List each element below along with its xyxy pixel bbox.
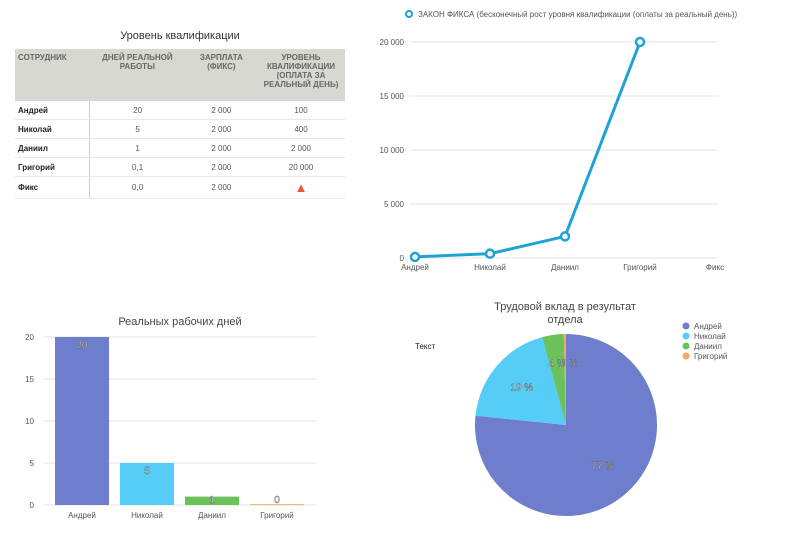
x-tick-label: Фикс — [706, 263, 724, 272]
table-cell: 1 — [89, 138, 186, 158]
table-cell: 2 000 — [257, 138, 345, 158]
table-cell: 2 000 — [185, 119, 257, 139]
table-cell: 2 000 — [185, 176, 257, 199]
legend-label: Григорий — [694, 352, 727, 361]
pie-title: Трудовой вклад в результат — [494, 301, 636, 313]
pie-value-label: 19 % — [510, 382, 533, 393]
header-salary: ЗАРПЛАТА (ФИКС) — [185, 49, 257, 101]
x-tick-label: Григорий — [623, 263, 656, 272]
pie-slice — [563, 334, 566, 425]
y-tick-label: 0 — [30, 501, 35, 510]
line-series — [414, 41, 642, 259]
table-cell: Даниил — [15, 138, 90, 158]
x-tick-label: Даниил — [551, 263, 579, 272]
table-cell: Григорий — [15, 157, 90, 177]
x-tick-label: Андрей — [401, 263, 429, 272]
table-cell: 400 — [257, 119, 345, 139]
table-cell: 2 000 — [185, 157, 257, 177]
data-point — [409, 251, 421, 263]
table-cell: 0,0 — [89, 176, 186, 199]
pie-value-label: 0 % — [561, 358, 578, 369]
table-cell: 20 000 — [257, 157, 345, 177]
table-cell: 20 — [89, 101, 186, 120]
pie-slice — [474, 334, 657, 516]
table-cell: 100 — [257, 101, 345, 120]
bar — [250, 504, 304, 505]
qualification-table: СОТРУДНИК ДНЕЙ РЕАЛЬНОЙ РАБОТЫ ЗАРПЛАТА … — [15, 49, 345, 199]
table-cell: Николай — [15, 119, 90, 139]
data-point — [634, 36, 646, 48]
side-label: Текст — [415, 342, 435, 351]
header-days: ДНЕЙ РЕАЛЬНОЙ РАБОТЫ — [89, 49, 186, 101]
legend-marker-icon — [405, 10, 413, 18]
legend-marker-icon — [682, 322, 690, 330]
bar — [185, 496, 239, 505]
header-qualification: УРОВЕНЬ КВАЛИФИКАЦИИ (ОПЛАТА ЗА РЕАЛЬНЫЙ… — [257, 49, 345, 101]
legend-marker-icon — [682, 342, 690, 350]
y-tick-label: 5 — [30, 459, 35, 468]
legend-marker-icon — [682, 332, 690, 340]
legend-label: ЗАКОН ФИКСА (бесконечный рост уровня ква… — [418, 10, 738, 19]
legend-marker-icon — [682, 352, 690, 360]
pie-title-line2: отдела — [547, 314, 583, 326]
legend-label: Даниил — [694, 342, 722, 351]
legend-label: Андрей — [694, 322, 722, 331]
y-tick-label: 15 000 — [380, 92, 405, 101]
y-tick-label: 0 — [400, 254, 405, 263]
pie-value-label: 4 % — [548, 359, 565, 370]
table-cell: 5 — [89, 119, 186, 139]
y-tick-label: 5 000 — [384, 200, 405, 209]
y-tick-label: 20 — [25, 333, 34, 342]
warning-triangle-icon: ▲ — [294, 180, 308, 195]
bar — [120, 463, 174, 505]
x-tick-label: Николай — [131, 511, 163, 520]
bar-value-label: 20 — [76, 340, 88, 351]
x-tick-label: Григорий — [260, 511, 293, 520]
table-row: Николай 5 2 000 400 — [15, 119, 345, 139]
pie-slice — [542, 334, 566, 425]
table-row: Григорий 0,1 2 000 20 000 — [15, 157, 345, 177]
header-employee: СОТРУДНИК — [15, 49, 89, 101]
bar-value-label: 5 — [144, 466, 150, 477]
bar — [55, 337, 109, 505]
legend-label: Николай — [694, 332, 726, 341]
table-cell: 2 000 — [185, 138, 257, 158]
table-cell: 0,1 — [89, 157, 186, 177]
table-title: Уровень квалификации — [120, 30, 240, 42]
table-cell: Фикс — [15, 176, 90, 199]
table-cell: 2 000 — [185, 101, 257, 120]
data-point — [559, 231, 571, 242]
table-row: Фикс 0,0 2 000 ▲ — [15, 176, 345, 199]
pie-slice — [475, 337, 566, 425]
y-tick-label: 10 — [25, 417, 34, 426]
table-cell: Андрей — [15, 101, 90, 120]
bar-value-label: 0 — [274, 495, 280, 506]
table-cell: ▲ — [257, 176, 345, 199]
y-tick-label: 10 000 — [380, 146, 405, 155]
table-row: Даниил 1 2 000 2 000 — [15, 138, 345, 158]
x-tick-label: Даниил — [198, 511, 226, 520]
data-point — [484, 248, 496, 259]
y-tick-label: 15 — [25, 375, 34, 384]
bar-chart-title: Реальных рабочих дней — [118, 316, 241, 328]
x-tick-label: Николай — [474, 263, 506, 272]
pie-value-label: 77 % — [591, 461, 614, 472]
bar-value-label: 1 — [209, 495, 215, 506]
table-row: Андрей 20 2 000 100 — [15, 101, 345, 120]
y-tick-label: 20 000 — [380, 38, 405, 47]
x-tick-label: Андрей — [68, 511, 96, 520]
